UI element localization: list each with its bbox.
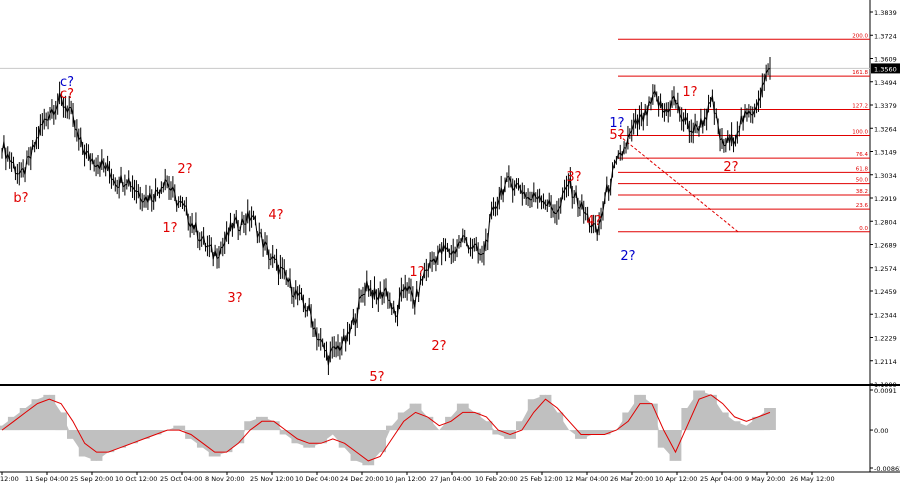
y-tick-label: 1.2574 [874,265,897,273]
fibonacci-level-label: 100.0 [852,130,868,136]
fibonacci-layer: 200.0 161.8 127.2 100.0 76.4 61.8 50.0 38.2 23.6… [618,33,870,233]
wave-label: 5? [609,128,624,143]
x-tick-label: 10 Apr 12:00 [655,475,697,483]
fibonacci-level-label: 23.6 [856,203,869,209]
y-tick-label: 1.2804 [874,218,897,226]
x-tick-label: 10 Jan 12:00 [385,475,426,483]
x-tick-label: 8 Nov 20:00 [205,475,245,483]
wave-label: 1? [609,116,624,131]
y-tick-label: 1.1999 [874,381,897,389]
fibonacci-level-label: 127.2 [852,103,868,109]
y-tick-label: 1.2689 [874,242,897,250]
fibonacci-trendline [618,135,739,233]
wave-label: 4? [586,214,601,229]
x-tick-label: 9 May 20:00 [745,475,785,483]
wave-label: 1? [682,85,697,100]
wave-label: 4? [268,208,283,223]
y-tick-label: 1.2344 [874,311,897,319]
wave-label: 2? [431,339,446,354]
x-tick-label: 11 Sep 04:00 [25,475,68,483]
wave-label: c? [60,87,74,102]
y-tick-label: 1.3839 [874,9,897,17]
x-tick-label: 24 Dec 20:00 [340,475,384,483]
fibonacci-level-label: 61.8 [856,166,869,172]
wave-labels-layer: c?c?b?1?2?3?4?5?1?2?3?4?1?5?2?1?2? [13,75,738,385]
x-tick-label: 25 Feb 12:00 [520,475,563,483]
axis-layer: 1.3839 1.3724 1.3609 1.3494 1.3379 1.3264 1.31… [0,9,900,483]
x-tick-label: 10 Dec 04:00 [295,475,339,483]
oscillator-signal-line [1,394,771,462]
y-tick-label: 1.2229 [874,335,897,343]
x-tick-label: 25 Sep 20:00 [70,475,113,483]
oscillator-tick-label: -0.00862 [874,465,900,473]
x-tick-label: 10 Oct 12:00 [115,475,157,483]
current-price-label: 1.3560 [874,65,897,73]
x-tick-label: 26 Mar 20:00 [610,475,653,483]
wave-label: 2? [177,162,192,177]
wave-label: b? [13,191,28,206]
y-tick-label: 1.3264 [874,125,897,133]
y-tick-label: 1.3494 [874,79,897,87]
y-tick-label: 1.2919 [874,195,897,203]
oscillator-tick-label: 0.0091 [874,387,897,395]
x-tick-label: 25 Oct 04:00 [160,475,202,483]
wave-label: 2? [723,160,738,175]
wave-label: 3? [227,291,242,306]
x-tick-label: 27 Jan 04:00 [430,475,471,483]
fibonacci-level-label: 161.8 [852,70,868,76]
fibonacci-level-label: 76.4 [856,152,869,158]
wave-label: 5? [369,370,384,385]
fibonacci-level-label: 38.2 [856,189,868,195]
y-tick-label: 1.3724 [874,32,897,40]
fibonacci-level-label: 50.0 [856,178,869,184]
fibonacci-level-label: 200.0 [852,33,868,39]
y-tick-label: 1.3149 [874,149,897,157]
x-tick-label: 10 Feb 20:00 [475,475,518,483]
frame-layer [0,0,900,473]
price-layer [1,57,771,376]
x-tick-label: 26 May 12:00 [790,475,835,483]
wave-label: 1? [409,265,424,280]
y-tick-label: 1.3034 [874,172,897,180]
wave-label: 2? [620,249,635,264]
x-tick-label: 25 Nov 12:00 [250,475,294,483]
wave-label: 1? [162,221,177,236]
y-tick-label: 1.3379 [874,102,897,110]
oscillator-tick-label: 0.00 [874,427,888,435]
fibonacci-level-label: 0.0 [859,226,868,232]
y-tick-label: 1.2114 [874,358,897,366]
x-tick-label: 25 Apr 04:00 [700,475,742,483]
x-tick-label: 12:00 [0,475,19,483]
y-tick-label: 1.2459 [874,288,897,296]
x-tick-label: 12 Mar 04:00 [565,475,608,483]
current-price-badge [871,63,900,74]
wave-label: 3? [566,170,581,185]
y-tick-label: 1.3609 [874,56,897,64]
oscillator-layer [0,390,776,466]
wave-label: c? [60,75,74,90]
